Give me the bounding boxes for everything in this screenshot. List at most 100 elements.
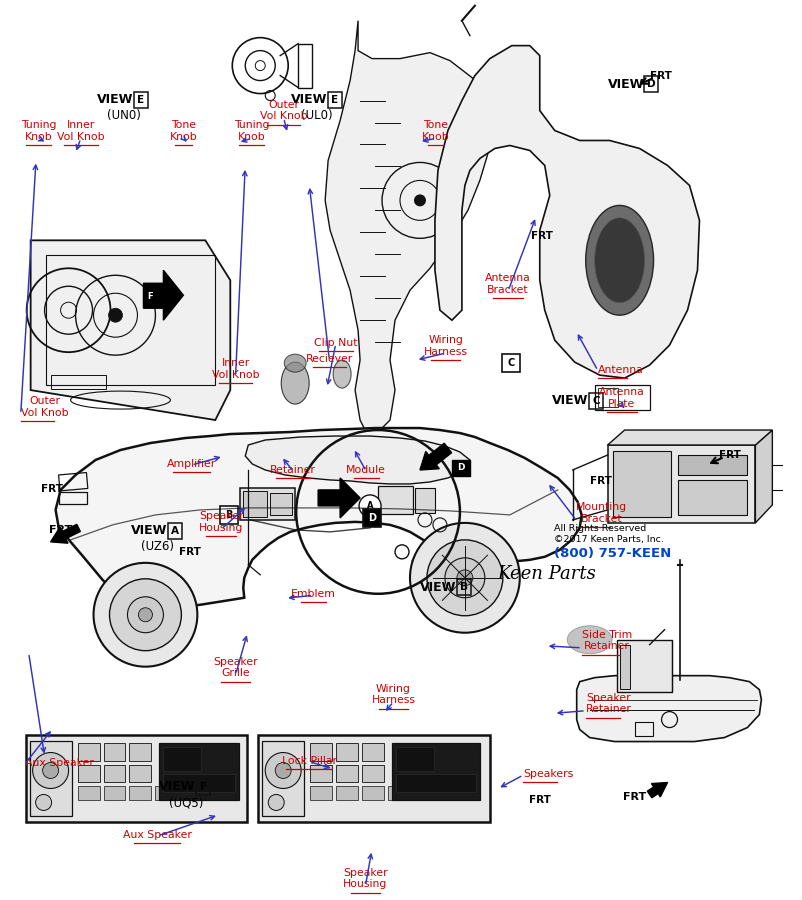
Circle shape [109, 579, 181, 651]
Text: C: C [592, 396, 599, 406]
Bar [59, 492, 87, 504]
Bar [240, 488, 295, 520]
Text: B: B [460, 582, 468, 592]
Circle shape [265, 752, 301, 788]
Text: FRT: FRT [41, 483, 63, 493]
Text: Antenna
Bracket: Antenna Bracket [484, 273, 530, 294]
Bar [310, 742, 332, 760]
Bar [336, 787, 358, 800]
Text: FRT: FRT [719, 450, 740, 460]
Bar [78, 764, 99, 782]
Bar [387, 787, 410, 800]
Bar [336, 764, 358, 782]
Text: Tuning
Knob: Tuning Knob [233, 121, 269, 142]
Bar [298, 43, 312, 87]
Text: Retainer: Retainer [270, 465, 316, 475]
Text: VIEW: VIEW [97, 93, 133, 106]
Bar [395, 775, 476, 793]
FancyArrow shape [51, 525, 80, 544]
Text: Inner
Vol Knob: Inner Vol Knob [57, 121, 104, 142]
Bar [134, 92, 148, 107]
Bar [594, 385, 649, 410]
Polygon shape [55, 428, 581, 608]
Text: Tone
Knob: Tone Knob [169, 121, 197, 142]
Text: (UZ6): (UZ6) [141, 540, 174, 554]
Polygon shape [435, 46, 699, 378]
Text: All Rights Reserved: All Rights Reserved [553, 524, 646, 533]
Ellipse shape [585, 205, 653, 315]
Text: Speaker
Housing: Speaker Housing [342, 868, 387, 889]
Bar [336, 742, 358, 760]
Ellipse shape [333, 360, 350, 388]
Text: Side Trim
Retainer: Side Trim Retainer [581, 630, 631, 652]
Bar [391, 742, 480, 800]
Text: (UN0): (UN0) [107, 109, 140, 122]
Bar [26, 734, 247, 823]
Bar [270, 493, 292, 515]
Bar [181, 787, 203, 800]
Text: Outer
Vol Knob: Outer Vol Knob [260, 100, 307, 122]
Bar [196, 779, 210, 795]
Bar [362, 742, 383, 760]
Text: FRT: FRT [530, 231, 552, 241]
Text: Antenna
Plate: Antenna Plate [598, 387, 644, 409]
Bar [597, 388, 617, 407]
Text: D: D [456, 464, 464, 472]
Polygon shape [245, 436, 469, 484]
Text: VIEW: VIEW [419, 581, 456, 594]
Bar [243, 491, 267, 517]
Bar [129, 787, 152, 800]
Bar [619, 644, 629, 688]
Bar [310, 787, 332, 800]
Circle shape [410, 523, 519, 633]
Polygon shape [576, 676, 760, 742]
Bar [362, 764, 383, 782]
Text: C: C [507, 358, 514, 368]
Text: Aux Speaker: Aux Speaker [25, 758, 94, 769]
Bar [414, 787, 435, 800]
Bar [378, 486, 412, 514]
Ellipse shape [281, 362, 309, 404]
Circle shape [93, 562, 197, 667]
Polygon shape [30, 240, 230, 420]
Polygon shape [144, 270, 183, 320]
Bar [616, 640, 670, 691]
Ellipse shape [284, 354, 306, 372]
Ellipse shape [594, 218, 644, 302]
Bar [168, 523, 182, 539]
Text: VIEW: VIEW [607, 77, 643, 91]
Circle shape [35, 795, 51, 810]
Bar [634, 722, 652, 735]
Text: Mounting
Bracket: Mounting Bracket [576, 502, 626, 524]
Text: ©2017 Keen Parts, Inc.: ©2017 Keen Parts, Inc. [553, 536, 663, 544]
Circle shape [108, 308, 123, 322]
Bar [452, 460, 469, 476]
Text: F: F [200, 782, 207, 792]
Bar [677, 480, 747, 515]
Circle shape [33, 752, 68, 788]
Text: Reciever: Reciever [306, 354, 353, 364]
Text: FRT: FRT [622, 793, 645, 803]
Text: VIEW: VIEW [290, 93, 327, 106]
Text: Module: Module [346, 465, 386, 475]
Text: Lock Pillar: Lock Pillar [282, 755, 336, 766]
Bar [644, 76, 658, 93]
FancyArrow shape [419, 444, 451, 470]
Bar [103, 787, 125, 800]
Circle shape [456, 570, 472, 586]
Polygon shape [318, 478, 359, 518]
Bar [456, 580, 470, 596]
Text: (UQ5): (UQ5) [169, 796, 204, 809]
Bar [677, 455, 747, 475]
Text: Wiring
Harness: Wiring Harness [371, 684, 415, 706]
Text: D: D [646, 79, 655, 89]
Text: Tone
Knob: Tone Knob [422, 121, 449, 142]
Text: VIEW: VIEW [552, 394, 588, 407]
Bar [220, 506, 238, 524]
Bar [46, 256, 215, 385]
Text: F: F [148, 292, 153, 301]
Text: D: D [367, 513, 375, 523]
Text: Speaker
Grille: Speaker Grille [213, 657, 257, 679]
Bar [164, 775, 235, 793]
Bar [607, 445, 755, 523]
